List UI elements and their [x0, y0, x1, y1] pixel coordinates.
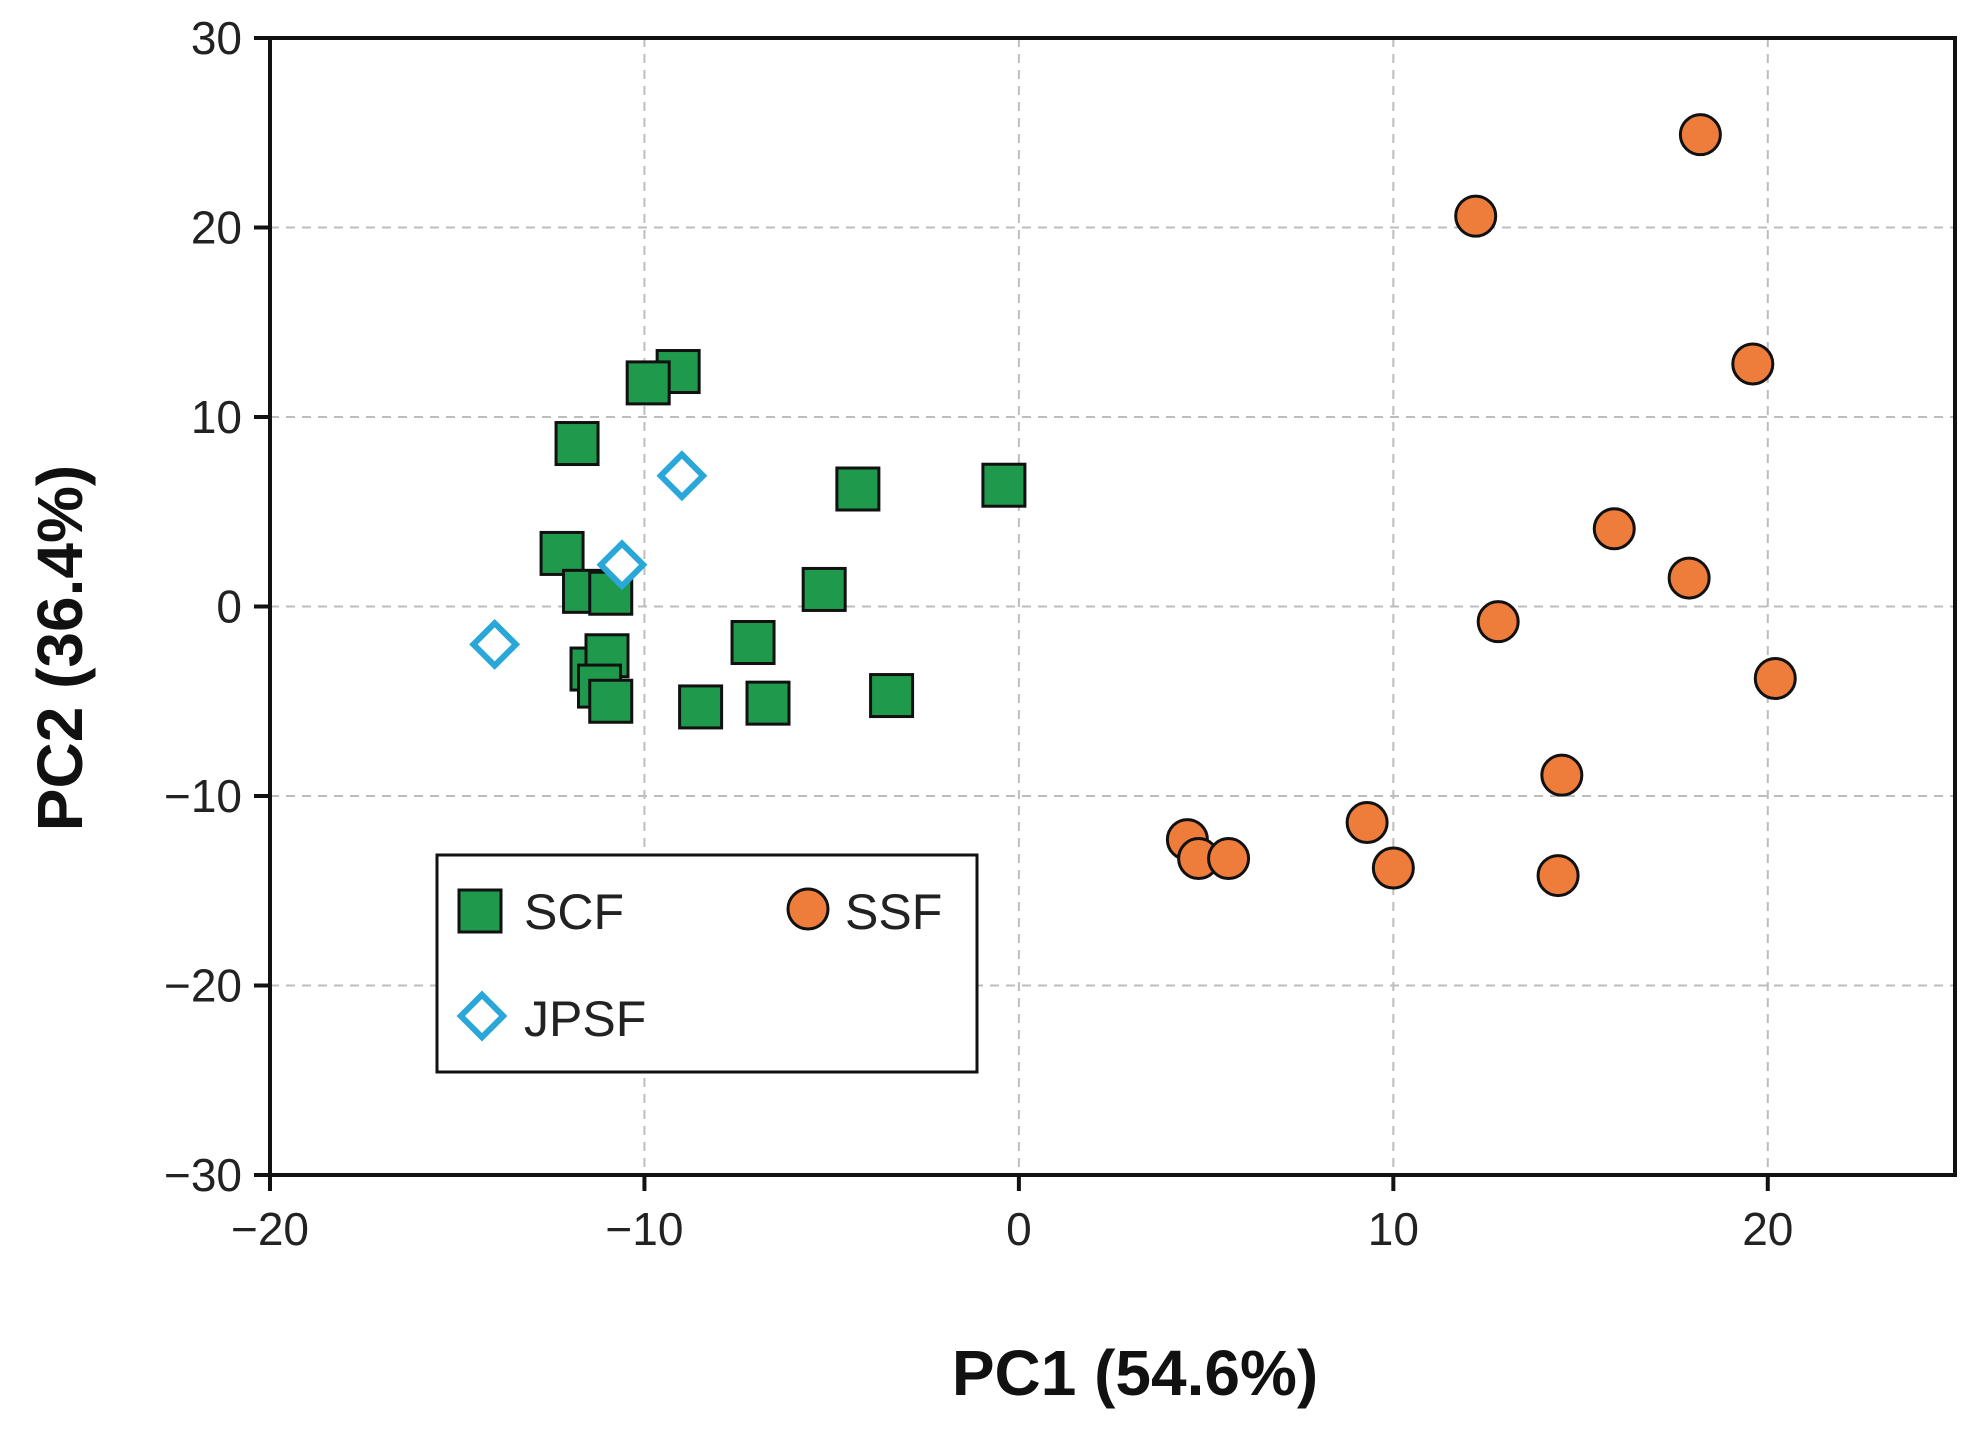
- point-scf: [730, 620, 776, 666]
- point-scf: [625, 360, 671, 406]
- point-ssf: [1454, 194, 1498, 238]
- point-ssf: [1540, 753, 1584, 797]
- point-jpsf: [469, 618, 521, 670]
- legend-marker-jpsf: [456, 990, 508, 1042]
- point-ssf: [1678, 113, 1722, 157]
- point-ssf: [1476, 600, 1520, 644]
- point-ssf: [1592, 507, 1636, 551]
- point-ssf: [1371, 846, 1415, 890]
- y-tick-label: 30: [191, 12, 242, 64]
- point-scf: [539, 530, 585, 576]
- y-tick-label: −30: [164, 1149, 242, 1201]
- y-axis-title: PC2 (36.4%): [24, 465, 96, 831]
- legend-label-scf: SCF: [524, 884, 624, 940]
- x-axis-title: PC1 (54.6%): [952, 1337, 1318, 1409]
- point-jpsf: [596, 539, 648, 591]
- y-tick-label: −10: [164, 770, 242, 822]
- point-jpsf: [656, 450, 708, 502]
- x-tick-label: 20: [1742, 1203, 1793, 1255]
- legend-box: [435, 853, 979, 1074]
- y-tick-label: −20: [164, 960, 242, 1012]
- point-ssf: [1345, 801, 1389, 845]
- y-tick-label: 0: [216, 581, 242, 633]
- legend-label-jpsf: JPSF: [524, 991, 646, 1047]
- point-scf: [869, 673, 915, 719]
- legend: SCF SSF JPSF: [435, 853, 979, 1074]
- point-scf: [588, 678, 634, 724]
- point-ssf: [1536, 854, 1580, 898]
- x-tick-label: 10: [1368, 1203, 1419, 1255]
- legend-label-ssf: SSF: [845, 884, 942, 940]
- point-scf: [678, 684, 724, 730]
- x-tick-label: 0: [1006, 1203, 1032, 1255]
- gridlines: [270, 38, 1955, 1175]
- data-points: [469, 113, 1797, 898]
- point-scf: [554, 421, 600, 467]
- point-scf: [835, 466, 881, 512]
- legend-marker-ssf: [786, 887, 830, 931]
- point-ssf: [1753, 657, 1797, 701]
- legend-marker-scf: [457, 888, 503, 934]
- y-tick-label: 10: [191, 391, 242, 443]
- y-tick-label: 20: [191, 202, 242, 254]
- point-ssf: [1207, 837, 1251, 881]
- x-tick-label: −10: [605, 1203, 683, 1255]
- point-scf: [981, 462, 1027, 508]
- point-ssf: [1667, 556, 1711, 600]
- point-scf: [745, 680, 791, 726]
- point-ssf: [1731, 342, 1775, 386]
- point-scf: [801, 566, 847, 612]
- x-tick-label: −20: [231, 1203, 309, 1255]
